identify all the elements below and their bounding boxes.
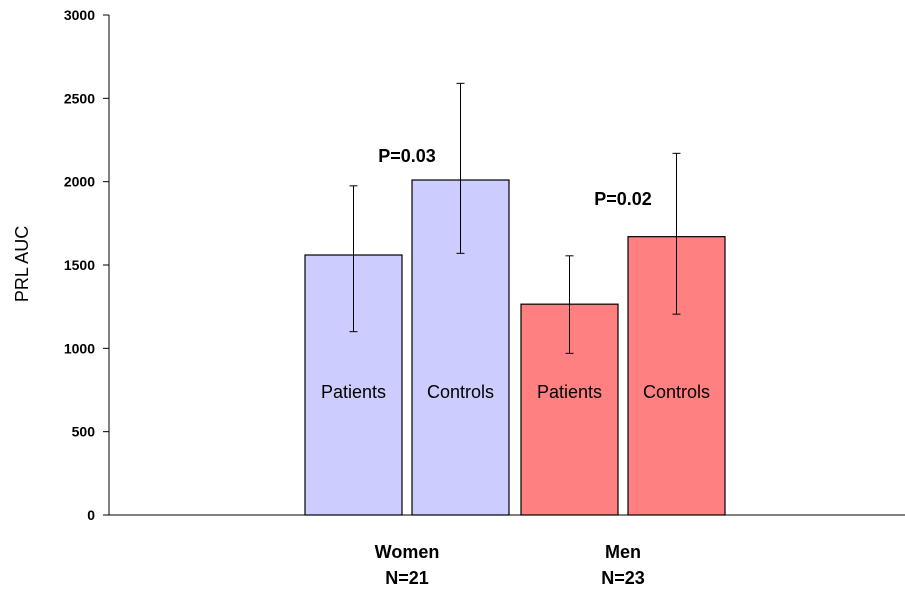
- bar-labels: Patients Controls Patients Controls: [321, 382, 710, 402]
- y-tick-label: 0: [87, 507, 95, 523]
- bars: [304, 179, 726, 516]
- error-bars: [349, 82, 681, 354]
- y-tick-label: 1500: [64, 257, 95, 273]
- y-tick-label: 1000: [64, 340, 95, 356]
- bar-label: Patients: [321, 382, 386, 402]
- bar-label: Controls: [427, 382, 494, 402]
- bar-label: Controls: [643, 382, 710, 402]
- p-value-label: P=0.03: [378, 146, 436, 166]
- y-tick-label: 2000: [64, 174, 95, 190]
- group-label-name: Women: [375, 542, 440, 562]
- group-label-name: Men: [605, 542, 641, 562]
- p-value-labels: P=0.03 P=0.02: [378, 146, 652, 209]
- y-axis-title: PRL AUC: [12, 226, 32, 302]
- y-tick-label: 2500: [64, 90, 95, 106]
- bar-label: Patients: [537, 382, 602, 402]
- y-ticks: 0 500 1000 1500 2000 2500 3000: [64, 7, 109, 523]
- p-value-label: P=0.02: [594, 189, 652, 209]
- y-tick-label: 3000: [64, 7, 95, 23]
- group-labels: Women N=21 Men N=23: [375, 542, 645, 588]
- group-label-n: N=21: [385, 568, 429, 588]
- y-tick-label: 500: [72, 424, 96, 440]
- group-label-n: N=23: [601, 568, 645, 588]
